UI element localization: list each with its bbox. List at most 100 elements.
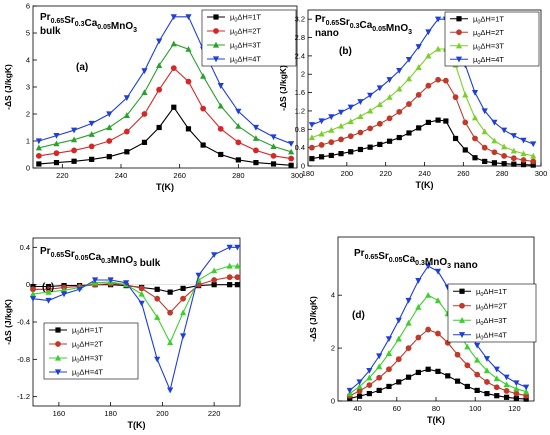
data-point bbox=[530, 162, 536, 168]
data-point bbox=[106, 111, 113, 118]
data-point bbox=[235, 108, 242, 115]
data-point bbox=[318, 141, 325, 148]
y-tick-label: 0 bbox=[26, 280, 30, 289]
legend-mu: μ bbox=[72, 340, 76, 349]
data-point bbox=[376, 363, 383, 370]
x-tick-label: 100 bbox=[469, 404, 482, 413]
legend-marker bbox=[54, 354, 62, 361]
y-tick-label: 0.4 bbox=[20, 243, 30, 252]
series-1 bbox=[36, 104, 294, 168]
data-point bbox=[471, 114, 479, 121]
title-subscript: 0.05 bbox=[97, 24, 111, 31]
title-text: MnO bbox=[386, 23, 408, 34]
data-point bbox=[367, 144, 373, 150]
data-point bbox=[452, 135, 459, 142]
x-tick-label: 240 bbox=[115, 171, 128, 180]
series-2 bbox=[346, 326, 530, 399]
data-point bbox=[472, 135, 478, 142]
series-1 bbox=[309, 117, 536, 168]
data-point bbox=[185, 78, 192, 85]
data-point bbox=[318, 118, 325, 125]
title-text: Pr bbox=[315, 14, 326, 25]
title-subscript: 0.65 bbox=[365, 254, 379, 261]
data-point bbox=[520, 150, 527, 157]
legend-marker bbox=[212, 56, 220, 63]
title-subscript: 0.65 bbox=[51, 252, 65, 259]
data-point bbox=[211, 252, 218, 258]
data-point bbox=[366, 390, 372, 397]
legend-mu: μ bbox=[72, 326, 76, 335]
data-point bbox=[141, 68, 148, 74]
data-point bbox=[366, 382, 373, 389]
legend-mu: μ bbox=[72, 368, 76, 377]
legend-rest: ΔH=3T bbox=[483, 316, 507, 325]
y-tick-label: 1.6 bbox=[295, 88, 305, 97]
series-4 bbox=[35, 14, 295, 147]
data-point bbox=[513, 380, 520, 387]
y-tick-label: 2 bbox=[301, 70, 305, 79]
data-point bbox=[217, 83, 224, 89]
data-point bbox=[346, 387, 353, 394]
data-point bbox=[425, 29, 432, 36]
y-tick-label: 6 bbox=[26, 2, 30, 11]
data-point bbox=[442, 77, 449, 84]
legend-marker bbox=[54, 369, 62, 376]
data-point bbox=[416, 125, 422, 131]
legend-sub: 0 bbox=[477, 46, 480, 52]
x-axis-label: T(K) bbox=[128, 420, 146, 430]
chart-subtitle: nano bbox=[315, 28, 339, 39]
legend-sub: 0 bbox=[477, 60, 480, 66]
data-point bbox=[474, 356, 481, 363]
data-point bbox=[523, 384, 530, 391]
data-point bbox=[396, 85, 403, 92]
data-point bbox=[405, 374, 412, 380]
y-tick-label: 2 bbox=[331, 344, 335, 353]
data-point bbox=[154, 295, 161, 302]
data-point bbox=[425, 291, 432, 298]
data-point bbox=[425, 366, 431, 372]
chart-title: Pr0.65Sr0.3Ca0.05MnO3 bbox=[315, 14, 412, 36]
data-point bbox=[288, 162, 294, 168]
data-point bbox=[484, 379, 490, 385]
data-point bbox=[170, 14, 177, 20]
data-point bbox=[200, 73, 207, 79]
title-text: Sr bbox=[339, 17, 350, 28]
y-tick-label: -0.8 bbox=[17, 355, 30, 364]
data-point bbox=[415, 334, 422, 341]
title-subscript: 0.3 bbox=[101, 258, 111, 265]
data-point bbox=[513, 390, 520, 397]
data-point bbox=[481, 144, 488, 151]
title-subscript: 0.3 bbox=[350, 23, 360, 30]
data-point bbox=[170, 65, 177, 71]
title-subscript: 0.05 bbox=[372, 26, 386, 33]
data-point bbox=[180, 285, 186, 291]
legend-sub: 0 bbox=[477, 33, 480, 39]
x-tick-label: 220 bbox=[208, 409, 221, 418]
data-point bbox=[385, 350, 393, 356]
x-tick-label: 220 bbox=[56, 171, 69, 180]
data-point bbox=[123, 128, 130, 135]
data-point bbox=[425, 263, 432, 270]
data-point bbox=[405, 56, 413, 63]
data-point bbox=[167, 309, 174, 316]
data-point bbox=[288, 148, 295, 155]
data-point bbox=[156, 62, 163, 68]
data-point bbox=[180, 295, 186, 302]
panel-label: (b) bbox=[339, 46, 352, 57]
legend-rest: ΔH=1T bbox=[480, 14, 504, 23]
legend-sub: 0 bbox=[480, 292, 483, 298]
data-point bbox=[366, 374, 373, 381]
data-point bbox=[200, 142, 206, 148]
y-axis-label: -ΔS (J/kgK) bbox=[278, 65, 288, 111]
y-tick-label: 3.2 bbox=[295, 15, 305, 24]
legend-sub: 0 bbox=[76, 345, 79, 351]
data-point bbox=[376, 353, 383, 360]
legend-marker bbox=[458, 317, 466, 323]
data-point bbox=[167, 387, 174, 394]
x-tick-label: 200 bbox=[156, 409, 169, 418]
y-tick-label: 0.8 bbox=[295, 125, 305, 134]
data-point bbox=[234, 274, 241, 281]
data-point bbox=[493, 384, 500, 391]
data-point bbox=[185, 14, 192, 20]
data-point bbox=[523, 388, 530, 395]
